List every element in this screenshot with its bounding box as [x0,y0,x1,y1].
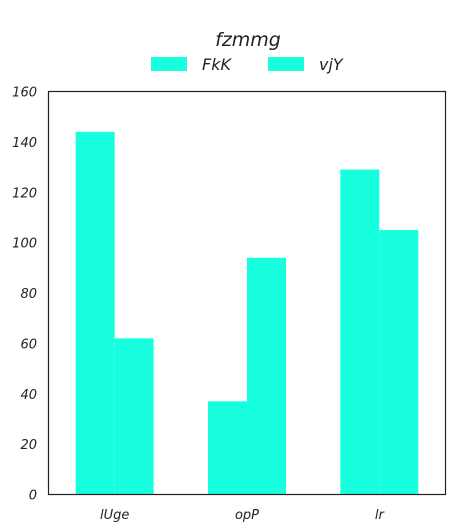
legend: FkK vjY [151,55,344,74]
bar-vjy-lr [379,230,419,495]
y-tick-label: 60 [20,337,37,352]
legend-swatch-fkk [151,57,187,71]
y-tick-label: 40 [20,388,37,403]
chart-title: fzmmg [215,29,281,51]
y-tick-label: 100 [12,237,37,252]
y-tick-label: 140 [12,136,37,151]
bar-vjy-luge [114,338,154,495]
x-tick-label: opP [235,508,259,523]
legend-label-fkk: FkK [202,55,232,74]
y-tick-label: 120 [12,186,37,201]
bar-fkk-lr [340,169,380,495]
bar-fkk-opp [208,401,247,495]
bar-vjy-opp [247,257,286,495]
bars-group [75,131,419,495]
y-tick-label: 80 [20,287,37,302]
y-tick-label: 20 [20,438,37,453]
x-axis-ticks: lUge opP lr [100,508,385,523]
x-tick-label: lr [375,508,386,523]
legend-label-vjy: vjY [319,55,344,74]
y-tick-label: 0 [29,489,37,504]
x-tick-label: lUge [100,508,129,523]
legend-swatch-vjy [268,57,304,71]
bar-fkk-luge [75,131,115,495]
y-tick-label: 160 [12,86,37,101]
y-axis-ticks: 0 20 40 60 80 100 120 140 160 [12,86,37,504]
plot-frame [47,90,447,496]
